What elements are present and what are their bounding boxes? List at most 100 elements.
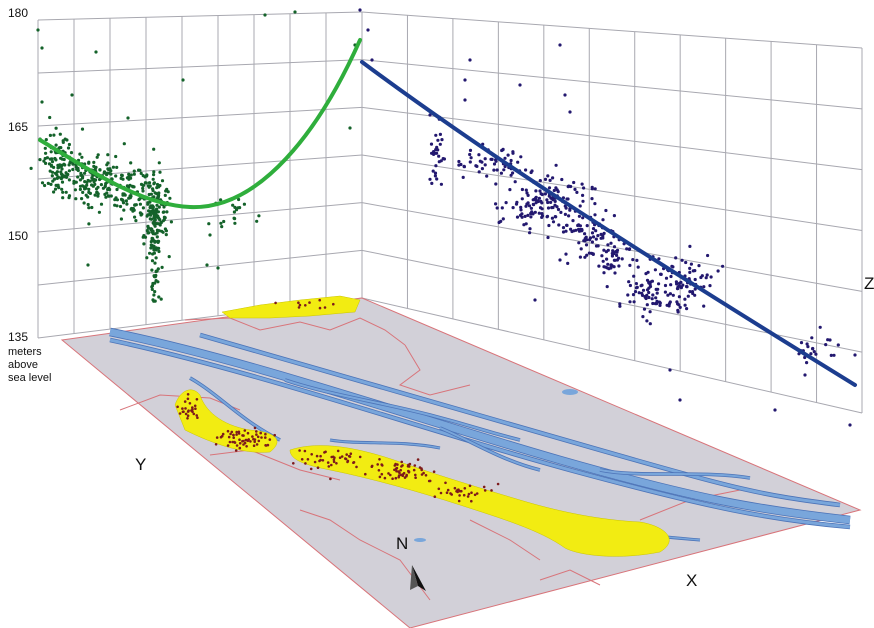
scatter-point xyxy=(538,179,542,183)
scatter-point xyxy=(519,208,523,212)
scatter-point xyxy=(601,236,605,240)
scatter-point xyxy=(550,216,555,220)
scatter-point xyxy=(546,200,550,205)
scatter-point xyxy=(497,220,501,225)
scatter-point xyxy=(205,263,209,267)
scatter-point xyxy=(534,189,538,193)
sample-point xyxy=(227,435,231,439)
scatter-point xyxy=(529,206,534,210)
scatter-point xyxy=(645,278,650,282)
scatter-point xyxy=(114,174,118,178)
sample-point xyxy=(191,410,194,414)
deposit-zone xyxy=(221,295,361,319)
scatter-point xyxy=(520,197,524,201)
scatter-point xyxy=(157,205,161,209)
sample-point xyxy=(391,477,394,481)
scatter-point xyxy=(628,247,632,251)
scatter-point xyxy=(219,198,223,202)
sample-point xyxy=(413,464,417,467)
scatter-point xyxy=(554,215,558,219)
scatter-point xyxy=(238,206,242,210)
scatter-point xyxy=(167,255,171,259)
scatter-point xyxy=(233,217,237,221)
sample-point xyxy=(310,453,314,456)
sample-point xyxy=(304,304,307,307)
scatter-point xyxy=(702,285,706,289)
scatter-point xyxy=(684,284,689,289)
scatter-point xyxy=(86,202,90,207)
scatter-point xyxy=(581,216,585,220)
scatter-point xyxy=(164,189,168,193)
scatter-point xyxy=(677,295,682,299)
sample-point xyxy=(186,414,190,418)
sample-point xyxy=(482,485,486,489)
scatter-point xyxy=(531,198,535,202)
scatter-point xyxy=(626,293,630,297)
sample-point xyxy=(332,460,336,464)
scatter-point xyxy=(146,226,151,230)
scatter-point xyxy=(583,232,587,236)
sample-point xyxy=(298,303,302,307)
lake xyxy=(562,389,578,395)
scatter-point xyxy=(492,168,496,172)
sample-point xyxy=(446,488,450,492)
sample-point xyxy=(181,407,184,410)
scatter-point xyxy=(809,352,813,356)
sample-point xyxy=(235,444,239,447)
boundary-line xyxy=(398,344,471,396)
sample-point xyxy=(259,431,263,435)
scatter-point xyxy=(628,300,632,304)
scatter-point xyxy=(151,281,155,286)
scatter-point xyxy=(636,265,640,269)
scatter-point xyxy=(563,93,567,97)
scatter-point xyxy=(47,162,52,166)
sample-point xyxy=(389,473,392,477)
sample-point xyxy=(319,458,322,462)
scatter-point xyxy=(147,181,152,185)
scatter-point xyxy=(233,221,237,225)
scatter-point xyxy=(52,133,56,137)
scatter-point xyxy=(577,229,582,233)
scatter-point xyxy=(36,28,40,32)
scatter-point xyxy=(115,187,119,192)
sample-point xyxy=(318,298,322,302)
scatter-point xyxy=(552,188,556,193)
scatter-point xyxy=(95,190,99,194)
scatter-point xyxy=(618,302,622,306)
scatter-point xyxy=(568,208,572,212)
sample-point xyxy=(257,439,261,443)
scatter-point xyxy=(433,174,437,178)
scatter-point xyxy=(126,116,130,120)
scatter-point xyxy=(706,253,710,258)
sample-point xyxy=(407,470,411,474)
sample-point xyxy=(490,489,493,492)
sample-point xyxy=(439,491,443,495)
sample-point xyxy=(252,444,256,448)
sample-point xyxy=(196,416,199,420)
scatter-point xyxy=(510,171,515,175)
sample-point xyxy=(264,432,267,436)
scatter-point xyxy=(220,225,224,229)
scatter-point xyxy=(617,264,621,268)
sample-point xyxy=(412,468,416,472)
scatter-point xyxy=(88,191,92,195)
scatter-point xyxy=(152,147,156,151)
scatter-point xyxy=(529,215,533,219)
scatter-point xyxy=(430,181,434,185)
scatter-point xyxy=(140,212,144,216)
scatter-point xyxy=(663,283,668,288)
scatter-point xyxy=(142,242,146,246)
sample-point xyxy=(186,397,190,401)
scatter-point xyxy=(799,341,804,345)
scatter-point xyxy=(428,177,432,181)
sample-point xyxy=(420,468,424,472)
sample-point xyxy=(253,426,257,430)
scatter-point xyxy=(557,223,561,227)
sample-point xyxy=(395,466,399,470)
sample-point xyxy=(193,404,197,408)
scatter-point xyxy=(540,207,544,211)
sample-point xyxy=(395,469,398,473)
sample-point xyxy=(238,446,242,450)
scatter-point xyxy=(115,204,119,208)
sample-point xyxy=(380,472,384,476)
